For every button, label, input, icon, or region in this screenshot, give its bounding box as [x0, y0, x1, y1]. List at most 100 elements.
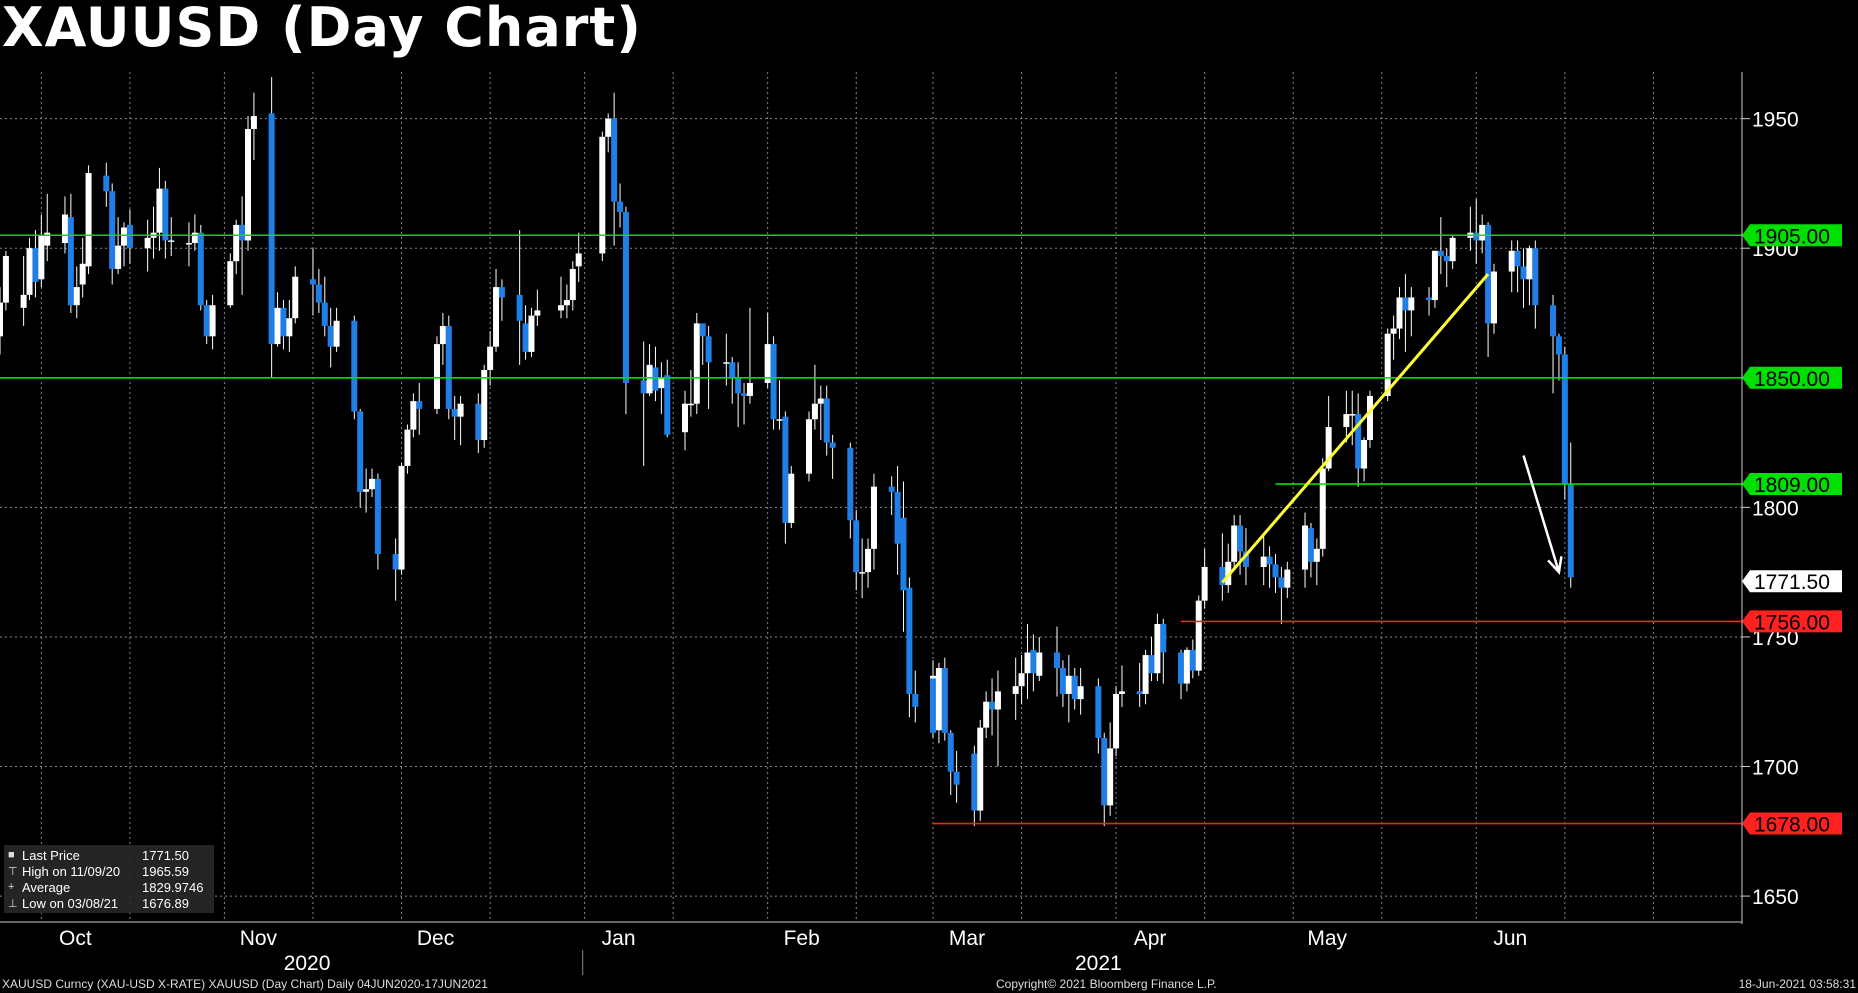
overlays	[0, 234, 1742, 825]
candle-up	[0, 302, 3, 337]
candle-up	[870, 486, 877, 549]
candle-down	[622, 211, 629, 383]
candle-down	[451, 408, 458, 417]
candle-down	[103, 175, 110, 192]
candle-up	[487, 346, 494, 371]
candle-down	[1178, 652, 1185, 684]
candle-up	[1408, 297, 1415, 311]
candle-down	[1514, 250, 1521, 267]
candle-up	[1479, 224, 1486, 241]
axes: 16501700175018001850190019501905.001850.…	[0, 72, 1842, 975]
candle-up	[1366, 395, 1373, 440]
candle-up	[73, 287, 80, 306]
candle-down	[203, 305, 210, 337]
candle-down	[971, 753, 978, 811]
candle-up	[817, 398, 824, 404]
candle-up	[983, 701, 990, 728]
candle-up	[209, 305, 216, 337]
candle-up	[1036, 652, 1043, 676]
y-tick-label: 1750	[1752, 627, 1799, 650]
candle-up	[1260, 556, 1267, 567]
x-tick-label: Oct	[59, 927, 92, 950]
candle-down	[327, 325, 334, 347]
candle-up	[1231, 525, 1238, 562]
candle-up	[1325, 427, 1332, 469]
candle-up	[227, 261, 234, 306]
candle-down	[664, 375, 671, 435]
arrow-head	[1547, 556, 1563, 575]
candle-down	[522, 323, 529, 352]
candle-down	[1473, 232, 1480, 241]
candle-down	[735, 377, 742, 394]
candle-up	[286, 318, 293, 337]
candle-down	[1426, 297, 1433, 301]
candle-down	[67, 217, 74, 306]
candle-up	[658, 377, 665, 389]
candle-down	[953, 771, 960, 785]
candle-down	[1402, 297, 1409, 311]
candle-down	[475, 403, 482, 440]
candle-down	[416, 401, 423, 409]
candle-up	[563, 300, 570, 306]
level-badge-label: 1850.00	[1754, 368, 1830, 391]
legend-row-average: + Average 1829.9746	[8, 879, 204, 895]
candle-down	[1443, 255, 1450, 262]
level-badge	[1742, 366, 1842, 389]
candle-up	[1302, 525, 1309, 570]
candle-up	[776, 419, 783, 421]
candle-down	[197, 232, 204, 306]
x-tick-label: Apr	[1134, 927, 1167, 950]
candle-up	[575, 253, 582, 267]
x-tick-label: Nov	[240, 927, 278, 950]
candle-down	[1278, 577, 1285, 588]
candle-down	[652, 367, 659, 391]
candle-down	[1266, 556, 1273, 565]
candle-up	[859, 572, 866, 574]
year-label: 2021	[1075, 952, 1122, 975]
candle-up	[185, 243, 192, 245]
candle-up	[534, 310, 541, 316]
candle-up	[1077, 686, 1084, 700]
candle-down	[1189, 649, 1196, 671]
candle-down	[126, 224, 133, 249]
square-icon: ■	[8, 849, 15, 861]
candle-up	[1349, 414, 1356, 416]
y-tick-label: 1800	[1752, 497, 1799, 520]
candle-down	[1030, 649, 1037, 674]
candle-up	[788, 473, 795, 523]
candle-down	[357, 411, 364, 492]
candle-up	[1390, 328, 1397, 334]
candle-up	[764, 344, 771, 383]
candle-up	[20, 294, 27, 308]
candle-up	[746, 382, 753, 396]
candle-up	[410, 401, 417, 430]
candle-up	[38, 235, 45, 280]
candle-down	[309, 279, 316, 285]
footer-timestamp: 18-Jun-2021 03:58:31	[1738, 977, 1856, 991]
last-price-badge	[1742, 570, 1842, 593]
candle-down	[321, 302, 328, 326]
candle-up	[811, 403, 818, 420]
candle-up	[646, 364, 653, 394]
candle-up	[1284, 569, 1291, 588]
price-legend: ■ Last Price 1771.50 ⊤ High on 11/09/20 …	[4, 845, 214, 913]
footer-copyright: Copyright© 2021 Bloomberg Finance L.P.	[996, 977, 1217, 991]
candle-up	[85, 173, 92, 267]
candle-up	[1065, 675, 1072, 694]
candle-up	[245, 129, 252, 241]
candle-down	[280, 307, 287, 337]
candle-up	[121, 227, 128, 246]
candle-up	[250, 116, 257, 130]
candle-down	[445, 325, 452, 409]
candle-up	[865, 548, 872, 573]
candle-up	[1142, 655, 1149, 694]
candle-down	[1555, 336, 1562, 355]
candle-down	[1550, 305, 1557, 337]
candle-up	[1113, 693, 1120, 749]
candle-down	[239, 224, 246, 241]
forecast-arrow	[1522, 455, 1561, 573]
candle-up	[1490, 271, 1497, 324]
candle-down	[853, 520, 860, 573]
candle-up	[26, 248, 33, 295]
